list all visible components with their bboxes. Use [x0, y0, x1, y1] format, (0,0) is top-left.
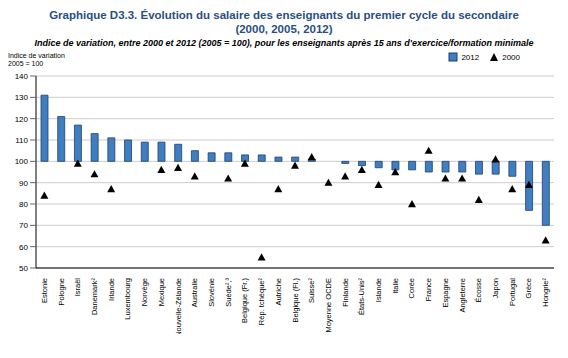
html-text:Indice de variation 2005 = 100: Indice de variation 2005 = 100 — [8, 52, 65, 67]
svg-text:140: 140 — [15, 72, 29, 81]
svg-text:Irlande: Irlande — [107, 278, 116, 301]
svg-text:Grèce: Grèce — [524, 278, 533, 298]
svg-text:Israël: Israël — [73, 278, 82, 297]
svg-text:Australie: Australie — [190, 278, 199, 307]
svg-text:Angleterre: Angleterre — [458, 278, 467, 313]
html-text:Graphique D3.3. Évolution du s: Graphique D3.3. Évolution du salaire des… — [49, 9, 519, 35]
svg-text:Japon: Japon — [491, 278, 500, 298]
svg-text:80: 80 — [19, 200, 28, 209]
svg-text:Pologne: Pologne — [57, 278, 66, 306]
html-text:2012: 2012 — [461, 52, 480, 62]
svg-text:110: 110 — [15, 136, 28, 145]
svg-text:Hongrie²: Hongrie² — [541, 278, 550, 307]
svg-text:Luxembourg: Luxembourg — [123, 278, 132, 320]
svg-text:120: 120 — [15, 115, 29, 124]
svg-text:Nouvelle-Zélande: Nouvelle-Zélande — [174, 278, 183, 334]
html-text:Indice de variation, entre 200: Indice de variation, entre 2000 et 2012 … — [34, 38, 534, 48]
svg-text:Suisse²: Suisse² — [307, 278, 316, 304]
svg-text:Belgique (Fr.): Belgique (Fr.) — [240, 278, 249, 324]
svg-text:Belgique (Fl.): Belgique (Fl.) — [291, 278, 300, 323]
svg-text:Écosse: Écosse — [474, 278, 483, 303]
svg-text:Italie: Italie — [391, 278, 400, 294]
svg-text:90: 90 — [19, 179, 28, 188]
svg-text:130: 130 — [15, 93, 29, 102]
svg-text:Finlande: Finlande — [341, 278, 350, 307]
svg-text:Autriche: Autriche — [274, 278, 283, 306]
svg-text:Danemark²: Danemark² — [90, 277, 99, 315]
svg-text:Rép. tchèque²: Rép. tchèque² — [257, 278, 266, 326]
svg-text:Suède²,³: Suède²,³ — [224, 278, 233, 307]
svg-text:Estonie: Estonie — [40, 278, 49, 303]
html-text:2000: 2000 — [502, 52, 520, 62]
svg-text:Espagne: Espagne — [441, 278, 450, 308]
svg-text:70: 70 — [19, 221, 28, 230]
svg-text:France: France — [424, 278, 433, 301]
svg-text:États-Unis²: États-Unis² — [357, 278, 366, 316]
svg-text:100: 100 — [15, 157, 29, 166]
svg-text:Slovénie: Slovénie — [207, 278, 216, 307]
svg-text:Corée: Corée — [407, 278, 416, 298]
svg-text:60: 60 — [19, 243, 28, 252]
svg-text:Norvège: Norvège — [140, 278, 149, 306]
svg-text:Mexique: Mexique — [157, 278, 166, 306]
svg-text:Islande: Islande — [374, 278, 383, 302]
svg-text:Portugal: Portugal — [508, 278, 517, 306]
svg-text:50: 50 — [19, 264, 28, 273]
svg-text:Moyenne OCDE: Moyenne OCDE — [324, 278, 333, 333]
